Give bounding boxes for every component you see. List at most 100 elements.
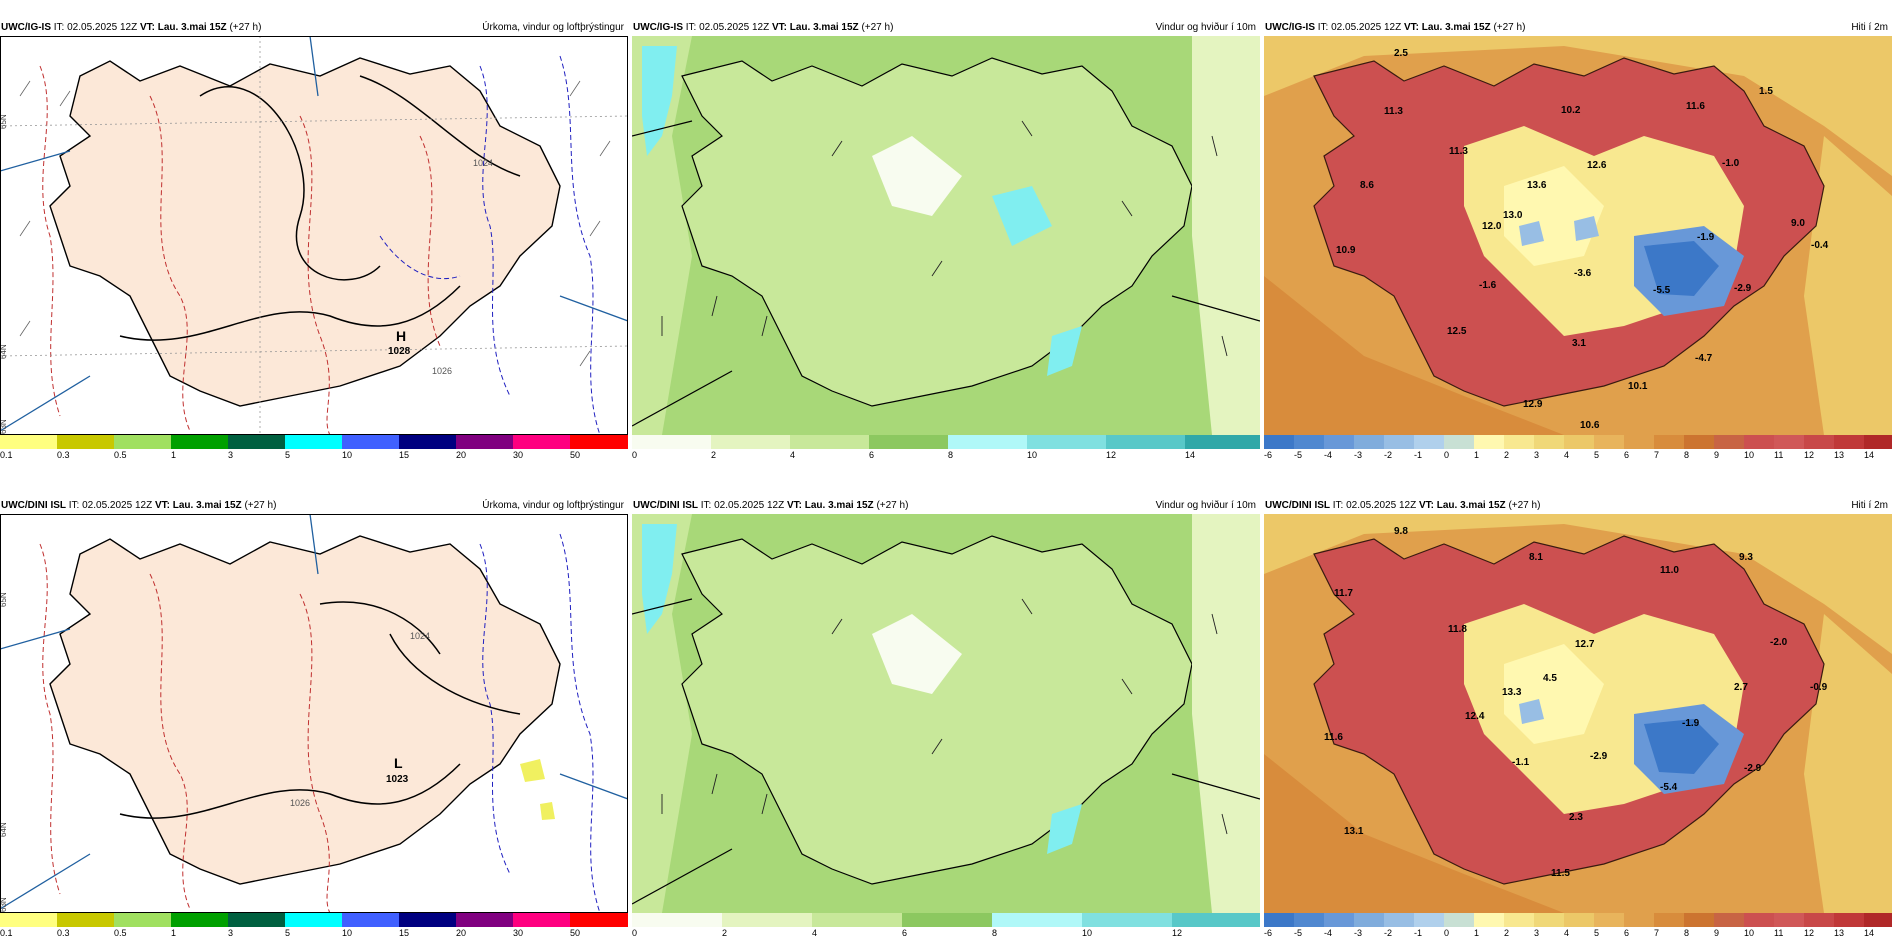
colorbar-swatch (0, 435, 57, 449)
colorbar-tick: 15 (399, 450, 410, 460)
wind-colorbar: 0 2 4 6 8 10 12 (632, 913, 1260, 938)
wind-arrows (661, 120, 1228, 357)
colorbar-tick: 2 (1504, 928, 1510, 938)
panel-run-info: UWC/DINI ISL IT: 02.05.2025 12Z VT: Lau.… (1265, 500, 1541, 511)
colorbar-tick: 50 (570, 928, 581, 938)
colorbar-tick: -1 (1414, 928, 1423, 938)
wind-map-svg (632, 514, 1260, 913)
panel-run-info: UWC/DINI ISL IT: 02.05.2025 12Z VT: Lau.… (1, 500, 277, 511)
colorbar-swatch (1504, 913, 1534, 927)
colorbar-tick: -2 (1384, 450, 1393, 460)
colorbar-swatch (1534, 435, 1564, 449)
temperature-label: 12.5 (1447, 326, 1467, 337)
colorbar-tick: 10 (1027, 450, 1038, 460)
colorbar-tick: -6 (1264, 450, 1273, 460)
temp-colorbar: -6 -5 -4 -3 -2 -1 0 1 2 3 4 5 6 7 8 9 10… (1264, 435, 1892, 460)
colorbar-tick: 11 (1774, 928, 1784, 938)
colorbar-tick: 0.5 (114, 928, 127, 938)
colorbar-swatch (869, 435, 948, 449)
colorbar-swatch (114, 913, 171, 927)
temperature-label: -2.9 (1590, 751, 1608, 762)
colorbar-tick: 13 (1834, 450, 1845, 460)
pressure-center-label: H (396, 328, 406, 344)
colorbar-swatch (790, 435, 869, 449)
temperature-label: 2.7 (1734, 682, 1748, 693)
colorbar-swatch (1744, 913, 1774, 927)
wind-barbs (19, 80, 611, 367)
colorbar-swatch (1624, 435, 1654, 449)
temperature-label: -0.9 (1810, 682, 1828, 693)
pressure-center-value: 1028 (388, 346, 411, 357)
colorbar-swatch (1324, 435, 1354, 449)
temperature-label: 12.6 (1587, 160, 1607, 171)
wind-arrows (661, 598, 1228, 835)
temperature-label: 13.3 (1502, 687, 1522, 698)
temperature-label: 10.9 (1336, 245, 1356, 256)
lat-label: 65N (0, 592, 8, 607)
colorbar-tick: 3 (228, 450, 234, 460)
colorbar-swatch (902, 913, 992, 927)
panel-run-info: UWC/DINI ISL IT: 02.05.2025 12Z VT: Lau.… (633, 500, 909, 511)
colorbar-tick: 10 (1744, 928, 1755, 938)
colorbar-swatch (1384, 435, 1414, 449)
lat-label: 64N (0, 344, 8, 359)
colorbar-swatch (1774, 435, 1804, 449)
lat-label: 63N (0, 897, 8, 912)
temperature-label: 11.0 (1660, 565, 1679, 576)
colorbar-swatch (1834, 913, 1864, 927)
pressure-center-label: L (394, 755, 403, 771)
colorbar-swatch (1185, 435, 1260, 449)
colorbar-swatch (1384, 913, 1414, 927)
colorbar-swatch (948, 435, 1027, 449)
colorbar-swatch (1684, 913, 1714, 927)
colorbar-tick: 8 (1684, 450, 1690, 460)
colorbar-swatch (1714, 913, 1744, 927)
colorbar-swatch (1564, 435, 1594, 449)
colorbar-swatch (1864, 435, 1892, 449)
colorbar-tick: 7 (1654, 450, 1660, 460)
colorbar-swatch (1474, 913, 1504, 927)
colorbar-swatch (114, 435, 171, 449)
colorbar-swatch (1082, 913, 1172, 927)
colorbar-swatch (285, 913, 342, 927)
colorbar-tick: -4 (1324, 450, 1333, 460)
colorbar-swatch (342, 435, 399, 449)
colorbar-tick: 6 (1624, 928, 1630, 938)
temperature-label: 3.1 (1572, 338, 1586, 349)
colorbar-tick: 7 (1654, 928, 1660, 938)
colorbar-swatch (228, 435, 285, 449)
precip-map: H 1028 1024 1026 65N 64N 63N (0, 36, 628, 435)
panel-title: Úrkoma, vindur og loftþrýstingur (482, 500, 624, 511)
temperature-label: -2.0 (1770, 637, 1788, 648)
colorbar-swatch (1414, 435, 1444, 449)
colorbar-swatch (1654, 913, 1684, 927)
colorbar-tick: 6 (902, 928, 908, 938)
colorbar-swatch (1106, 435, 1185, 449)
wind-map (632, 514, 1260, 913)
colorbar-tick: 11 (1774, 450, 1784, 460)
colorbar-tick: 10 (1744, 450, 1755, 460)
colorbar-swatch (1534, 913, 1564, 927)
temperature-label: 11.3 (1384, 106, 1403, 117)
colorbar-swatch (228, 913, 285, 927)
colorbar-swatch (1027, 435, 1106, 449)
colorbar-swatch (399, 435, 456, 449)
colorbar-tick: 6 (869, 450, 875, 460)
lat-label: 65N (0, 114, 8, 129)
temperature-label: 2.3 (1569, 812, 1583, 823)
panel-run-info: UWC/IG-IS IT: 02.05.2025 12Z VT: Lau. 3.… (1265, 22, 1526, 33)
colorbar-swatch (1172, 913, 1260, 927)
colorbar-tick: 2 (711, 450, 717, 460)
colorbar-tick: -4 (1324, 928, 1333, 938)
colorbar-swatch (1594, 435, 1624, 449)
colorbar-tick: 10 (342, 450, 353, 460)
colorbar-tick: 20 (456, 450, 467, 460)
wind-map-svg (632, 36, 1260, 435)
panel-title: Úrkoma, vindur og loftþrýstingur (482, 22, 624, 33)
colorbar-tick: 14 (1185, 450, 1196, 460)
colorbar-tick: 10 (342, 928, 353, 938)
colorbar-tick: -6 (1264, 928, 1273, 938)
panel-title: Vindur og hviður í 10m (1155, 22, 1256, 33)
isobar-label: 1026 (432, 366, 452, 376)
temperature-label: 13.6 (1527, 180, 1547, 191)
